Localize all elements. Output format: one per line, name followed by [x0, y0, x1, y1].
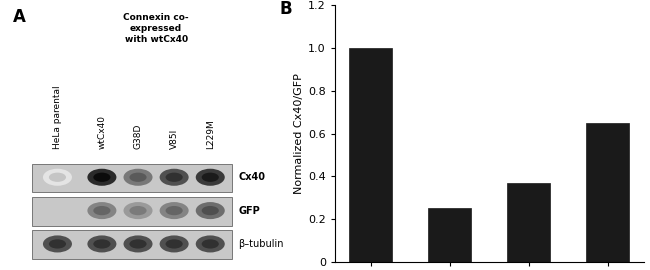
Ellipse shape [94, 239, 111, 249]
Ellipse shape [196, 202, 225, 219]
Ellipse shape [49, 173, 66, 182]
Ellipse shape [202, 173, 219, 182]
Ellipse shape [124, 235, 153, 252]
Ellipse shape [94, 173, 111, 182]
Ellipse shape [124, 169, 153, 186]
Ellipse shape [202, 239, 219, 249]
Text: L229M: L229M [206, 119, 215, 149]
Y-axis label: Normalized Cx40/GFP: Normalized Cx40/GFP [294, 73, 304, 194]
Bar [428, 208, 471, 262]
Ellipse shape [196, 169, 225, 186]
Ellipse shape [129, 206, 147, 215]
Ellipse shape [166, 173, 183, 182]
FancyBboxPatch shape [32, 164, 233, 192]
Ellipse shape [160, 169, 188, 186]
Ellipse shape [160, 235, 188, 252]
Ellipse shape [202, 206, 219, 215]
Ellipse shape [166, 206, 183, 215]
Bar [507, 183, 551, 262]
Ellipse shape [94, 206, 111, 215]
Ellipse shape [160, 202, 188, 219]
Bar [586, 123, 629, 262]
Ellipse shape [43, 169, 72, 186]
Text: wtCx40: wtCx40 [98, 115, 107, 149]
Text: A: A [13, 8, 26, 26]
Ellipse shape [129, 173, 147, 182]
Ellipse shape [196, 235, 225, 252]
Ellipse shape [49, 239, 66, 249]
Ellipse shape [124, 202, 153, 219]
Ellipse shape [166, 239, 183, 249]
Text: Connexin co-
expressed
with wtCx40: Connexin co- expressed with wtCx40 [124, 13, 189, 44]
FancyBboxPatch shape [32, 197, 233, 226]
FancyBboxPatch shape [32, 230, 233, 259]
Ellipse shape [129, 239, 147, 249]
Text: GFP: GFP [238, 205, 260, 216]
Bar [349, 48, 393, 262]
Text: β–tubulin: β–tubulin [238, 239, 283, 249]
Ellipse shape [43, 235, 72, 252]
Text: V85I: V85I [170, 129, 179, 149]
Ellipse shape [87, 169, 116, 186]
Text: G38D: G38D [133, 124, 142, 149]
Text: Cx40: Cx40 [238, 172, 265, 182]
Ellipse shape [87, 235, 116, 252]
Text: HeLa parental: HeLa parental [53, 85, 62, 149]
Text: B: B [280, 0, 292, 18]
Ellipse shape [87, 202, 116, 219]
